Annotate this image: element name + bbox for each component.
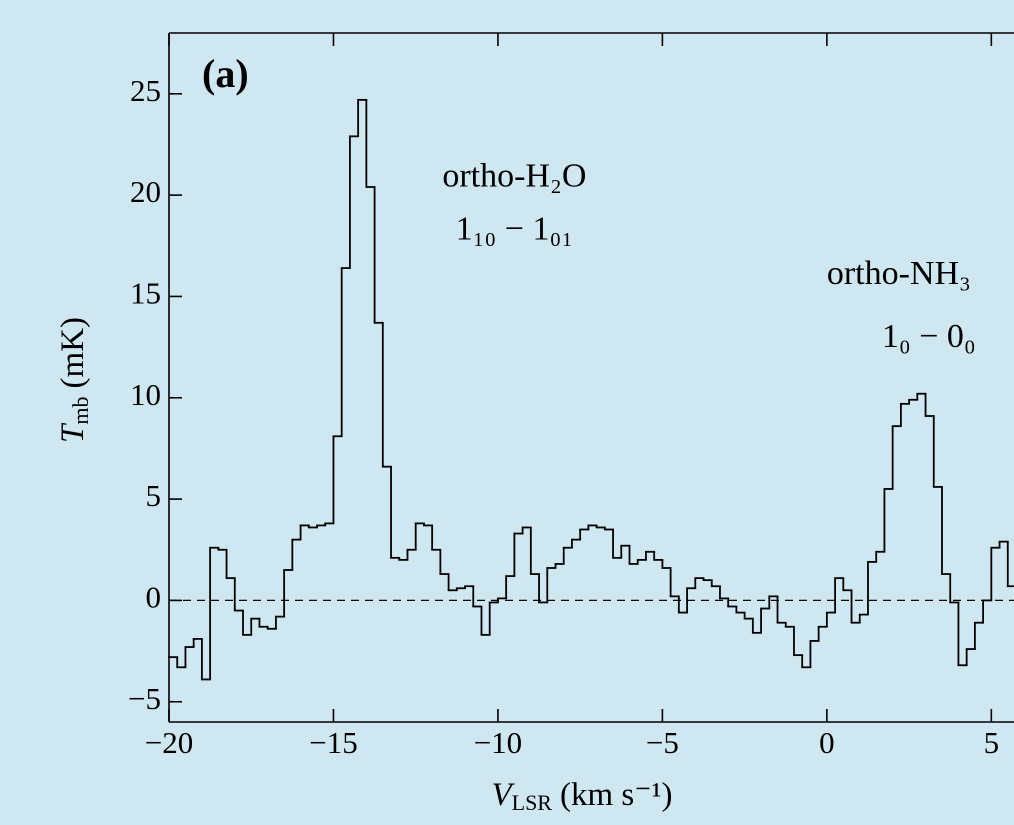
y-tick-label: 20	[130, 174, 161, 209]
y-tick-label: −5	[128, 681, 161, 716]
x-label-symbol: V	[491, 777, 515, 813]
annotation: ortho-NH₃	[827, 255, 971, 292]
x-tick-label: −5	[646, 725, 679, 760]
y-label-sub: mb	[68, 397, 93, 425]
x-label-unit: (km s⁻¹)	[560, 777, 673, 813]
x-axis-label: VLSR (km s⁻¹)	[491, 777, 672, 815]
y-tick-label: 5	[146, 478, 162, 513]
annotation: 1₁₀ − 1₀₁	[456, 210, 574, 247]
x-tick-label: 0	[819, 725, 835, 760]
step-risers	[176, 99, 1009, 680]
x-tick-label: −15	[309, 725, 357, 760]
x-label-sub: LSR	[512, 790, 553, 815]
y-tick-label: 15	[130, 276, 161, 311]
y-axis-label: Tmb (mK)	[55, 317, 93, 443]
y-label-symbol: T	[55, 422, 91, 443]
annotation: 1₀ − 0₀	[882, 318, 976, 355]
annotation: ortho-H₂O	[442, 158, 586, 195]
y-tick-label: 25	[130, 73, 161, 108]
panel-label: (a)	[202, 51, 249, 96]
y-tick-label: 10	[130, 377, 161, 412]
x-tick-label: 5	[984, 725, 1000, 760]
x-tick-label: −20	[145, 725, 193, 760]
y-label-unit: (mK)	[55, 317, 91, 388]
x-tick-label: −10	[474, 725, 522, 760]
y-tick-label: 0	[146, 580, 162, 615]
